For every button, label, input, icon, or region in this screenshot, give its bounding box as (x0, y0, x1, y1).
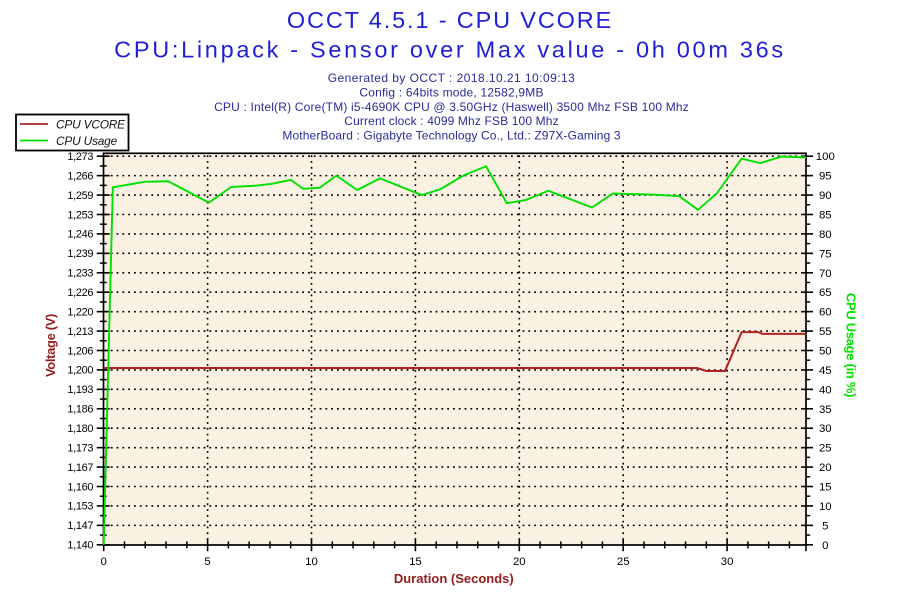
svg-text:Current clock : 4099 Mhz FSB 1: Current clock : 4099 Mhz FSB 100 Mhz (344, 114, 558, 128)
svg-text:OCCT 4.5.1 - CPU VCORE: OCCT 4.5.1 - CPU VCORE (287, 7, 613, 33)
svg-text:25: 25 (819, 443, 832, 455)
svg-text:20: 20 (513, 556, 526, 568)
svg-text:90: 90 (819, 190, 832, 202)
svg-text:1,193: 1,193 (67, 384, 93, 396)
svg-text:5: 5 (204, 556, 210, 568)
svg-text:50: 50 (819, 346, 832, 358)
svg-text:1,173: 1,173 (67, 442, 93, 454)
svg-text:1,140: 1,140 (67, 540, 93, 552)
svg-text:1,259: 1,259 (67, 190, 93, 202)
svg-text:1,226: 1,226 (67, 287, 93, 299)
svg-text:MotherBoard : Gigabyte Technol: MotherBoard : Gigabyte Technology Co., L… (282, 129, 620, 143)
svg-text:10: 10 (305, 556, 318, 568)
svg-text:75: 75 (819, 248, 832, 260)
svg-text:35: 35 (819, 404, 832, 416)
svg-text:CPU : Intel(R) Core(TM) i5-469: CPU : Intel(R) Core(TM) i5-4690K CPU @ 3… (214, 100, 689, 114)
svg-text:1,220: 1,220 (67, 306, 93, 318)
svg-text:1,200: 1,200 (67, 365, 93, 377)
svg-text:45: 45 (819, 365, 832, 377)
svg-text:1,213: 1,213 (67, 326, 93, 338)
svg-text:80: 80 (819, 229, 832, 241)
svg-text:1,206: 1,206 (67, 345, 93, 357)
svg-text:0: 0 (822, 540, 828, 552)
svg-text:5: 5 (822, 520, 828, 532)
svg-text:85: 85 (819, 209, 832, 221)
svg-text:40: 40 (819, 384, 832, 396)
svg-text:1,180: 1,180 (67, 423, 93, 435)
svg-text:1,153: 1,153 (67, 501, 93, 513)
svg-text:1,266: 1,266 (67, 170, 93, 182)
svg-text:10: 10 (819, 501, 832, 513)
svg-text:CPU Usage: CPU Usage (56, 134, 118, 148)
svg-text:65: 65 (819, 287, 832, 299)
svg-text:15: 15 (409, 556, 422, 568)
svg-text:1,186: 1,186 (67, 404, 93, 416)
svg-text:95: 95 (819, 171, 832, 183)
svg-text:20: 20 (819, 462, 832, 474)
svg-text:CPU:Linpack - Sensor over Max: CPU:Linpack - Sensor over Max value - 0h… (114, 37, 786, 63)
svg-text:CPU VCORE: CPU VCORE (56, 118, 126, 132)
svg-text:0: 0 (101, 556, 107, 568)
svg-text:60: 60 (819, 307, 832, 319)
svg-text:30: 30 (819, 423, 832, 435)
svg-text:55: 55 (819, 326, 832, 338)
svg-text:70: 70 (819, 268, 832, 280)
svg-text:1,253: 1,253 (67, 209, 93, 221)
svg-text:1,239: 1,239 (67, 248, 93, 260)
svg-text:30: 30 (721, 556, 734, 568)
svg-text:15: 15 (819, 482, 832, 494)
svg-text:100: 100 (816, 151, 835, 163)
svg-text:1,273: 1,273 (67, 151, 93, 163)
svg-text:Voltage (V): Voltage (V) (43, 314, 58, 377)
svg-text:Config : 64bits mode, 12582,9M: Config : 64bits mode, 12582,9MB (359, 85, 543, 99)
svg-text:CPU Usage (in %): CPU Usage (in %) (844, 293, 859, 397)
svg-text:1,147: 1,147 (67, 520, 93, 532)
svg-text:Generated by OCCT : 2018.10.21: Generated by OCCT : 2018.10.21 10:09:13 (328, 71, 575, 85)
svg-text:Duration (Seconds): Duration (Seconds) (394, 571, 514, 586)
svg-text:1,246: 1,246 (67, 229, 93, 241)
svg-text:1,160: 1,160 (67, 481, 93, 493)
svg-text:1,233: 1,233 (67, 268, 93, 280)
svg-text:1,167: 1,167 (67, 462, 93, 474)
svg-text:25: 25 (617, 556, 630, 568)
